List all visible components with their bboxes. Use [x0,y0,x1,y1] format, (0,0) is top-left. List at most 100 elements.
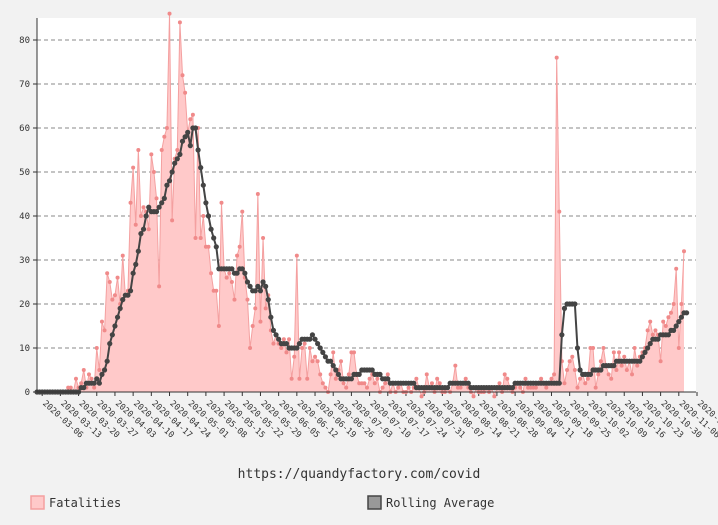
fatalities-point [365,385,369,390]
fatalities-point [320,381,325,386]
fatalities-point [585,376,590,381]
fatalities-point [341,381,346,386]
fatalities-point [307,346,312,350]
fatalities-point [624,368,629,372]
rolling-average-point [127,288,134,294]
fatalities-point [492,394,497,399]
fatalities-point [666,315,671,320]
rolling-average-point [322,354,329,360]
y-tick-label: 50 [19,168,30,178]
fatalities-point [648,319,653,324]
fatalities-point [567,359,572,364]
rolling-average-point [94,376,100,382]
rolling-average-point [561,305,568,311]
fatalities-point [154,196,159,201]
fatalities-point [216,324,221,328]
rolling-average-point [198,165,204,171]
fatalities-point [245,297,250,302]
fatalities-point [518,385,523,390]
fatalities-point [619,363,624,368]
rolling-average-point [377,371,383,377]
fatalities-point [339,359,344,364]
rolling-average-point [639,354,646,360]
fatalities-point [89,376,94,381]
rolling-average-point [309,332,316,338]
rolling-average-point [348,376,355,382]
fatalities-point [663,324,668,328]
fatalities-point [572,368,577,372]
rolling-average-point [185,129,191,135]
fatalities-point [112,293,117,298]
rolling-average-point [678,314,685,320]
rolling-average-point [637,358,643,364]
fatalities-point [313,354,318,359]
rolling-average-point [91,380,97,386]
fatalities-point [219,200,224,205]
rolling-average-point [312,336,318,342]
fatalities-point [105,271,110,276]
fatalities-point [591,346,596,350]
fatalities-point [300,346,305,350]
fatalities-point [352,350,356,355]
fatalities-point [606,372,611,377]
fatalities-point [133,222,138,227]
rolling-average-point [101,367,108,373]
fatalities-point [375,376,380,381]
fatalities-point [318,372,323,377]
rolling-average-point [273,332,279,338]
rolling-average-point [143,213,149,219]
legend-item-rolling-average[interactable]: Rolling Average [367,495,494,510]
fatalities-point [193,236,198,240]
fatalities-point [115,275,120,280]
fatalities-point [128,200,133,205]
fatalities-point [305,376,310,381]
fatalities-point [557,209,562,214]
rolling-average-point [556,380,562,386]
rolling-average-point [229,266,235,272]
rolling-average-point [307,336,313,342]
rolling-average-point [244,279,251,285]
fatalities-point [297,376,302,381]
fatalities-point [149,152,154,157]
fatalities-point [323,385,328,390]
rolling-average-point [117,305,123,311]
legend: Fatalities Rolling Average [30,495,494,510]
rolling-average-point [114,314,121,320]
rolling-average-point [268,314,274,320]
rolling-average-point [208,226,214,232]
fatalities-point [396,385,401,390]
fatalities-point [136,148,141,152]
fatalities-point [315,359,320,364]
rolling-average-point [104,358,110,364]
fatalities-point [544,385,549,390]
rolling-average-point [177,151,183,157]
rolling-average-point [335,371,342,377]
rolling-average-point [192,125,199,131]
rolling-average-point [153,209,160,215]
fatalities-point [131,165,136,170]
fatalities-point [250,324,255,328]
rolling-average-point [255,283,261,289]
fatalities-point [190,112,195,117]
rolling-average-point [200,182,206,188]
rolling-average-point [172,160,178,166]
rolling-average-point [247,283,253,289]
fatalities-point [289,376,294,381]
rolling-average-point [676,319,682,325]
fatalities-point [406,385,411,390]
fatalities-point [261,236,266,240]
rolling-average-point [205,213,212,219]
y-tick-label: 30 [19,256,30,266]
fatalities-point [650,332,655,337]
legend-swatch-fatalities [30,495,45,510]
fatalities-point [183,90,188,95]
fatalities-point [598,359,603,364]
legend-label-rolling-average: Rolling Average [386,496,494,510]
fatalities-point [552,372,557,377]
rolling-average-point [135,248,141,254]
fatalities-point [617,350,622,355]
legend-item-fatalities[interactable]: Fatalities [30,495,121,510]
fatalities-point [583,381,588,386]
fatalities-point [120,253,125,258]
